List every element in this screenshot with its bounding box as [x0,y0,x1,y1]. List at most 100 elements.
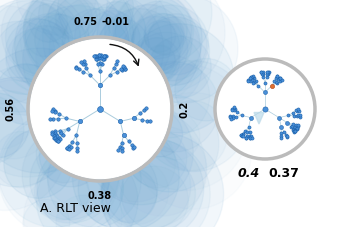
Circle shape [101,133,224,227]
Circle shape [16,26,75,85]
Point [247,131,252,134]
Point [52,136,57,140]
Point [101,54,107,57]
Point [240,135,245,138]
Point [292,126,297,130]
Point [55,140,61,143]
Point [93,57,98,61]
Point [288,125,294,129]
Point [247,136,252,140]
Point [291,130,297,133]
Point [249,77,255,81]
Point [292,129,298,133]
Circle shape [138,61,249,172]
Point [64,116,69,120]
Point [295,124,301,128]
Point [54,133,59,137]
Point [60,133,65,136]
Circle shape [136,111,183,157]
Point [262,107,268,111]
Point [251,80,257,84]
Point [295,114,300,117]
Point [278,131,284,134]
Point [57,137,62,141]
Circle shape [0,114,111,227]
Point [292,130,297,133]
Circle shape [100,139,210,227]
Point [264,70,270,74]
Circle shape [132,5,209,81]
Circle shape [23,5,132,115]
Circle shape [25,0,135,86]
Circle shape [128,62,219,152]
Point [121,133,126,137]
Point [262,81,268,85]
Point [97,62,103,65]
Text: -0.01: -0.01 [101,17,129,27]
Circle shape [36,126,93,183]
Point [258,71,264,74]
Circle shape [23,0,134,86]
Point [77,120,82,123]
Point [242,130,248,133]
Point [111,67,116,70]
Point [52,111,57,114]
Point [247,79,253,83]
Point [65,127,71,131]
Point [276,116,282,119]
Point [114,70,120,73]
Point [274,81,280,85]
Point [295,115,300,118]
Point [294,127,299,131]
Point [81,62,86,66]
Point [246,78,251,82]
Point [144,119,149,123]
Point [290,122,295,126]
Point [94,54,99,57]
Circle shape [144,14,184,54]
Point [253,79,258,83]
Point [274,74,280,77]
Point [121,65,126,69]
Circle shape [37,150,138,227]
Point [97,57,102,60]
Point [294,109,299,113]
Circle shape [115,0,192,68]
Point [55,139,60,143]
Point [250,81,256,85]
Point [272,79,277,83]
Point [259,73,265,76]
Point [256,84,261,88]
Point [238,133,244,137]
Point [92,54,97,58]
Point [52,136,57,140]
Circle shape [144,21,176,52]
Point [67,148,72,151]
Point [67,144,72,148]
Point [264,72,270,76]
Circle shape [39,124,103,187]
Point [277,76,282,79]
Text: 0.2: 0.2 [179,100,189,118]
Point [230,107,235,111]
Circle shape [0,64,56,124]
Point [57,129,63,133]
Circle shape [48,134,141,227]
Point [248,134,254,138]
Circle shape [0,0,91,115]
Circle shape [175,58,237,121]
Point [228,117,234,121]
Point [248,76,253,79]
Point [291,114,297,118]
Point [261,76,266,79]
Point [68,145,73,148]
Point [74,141,80,145]
Point [113,62,119,66]
Point [230,116,236,120]
Point [116,148,121,152]
Point [245,79,251,82]
Text: 0.4: 0.4 [238,167,260,180]
Point [119,141,125,145]
Circle shape [130,0,238,103]
Point [265,73,271,76]
